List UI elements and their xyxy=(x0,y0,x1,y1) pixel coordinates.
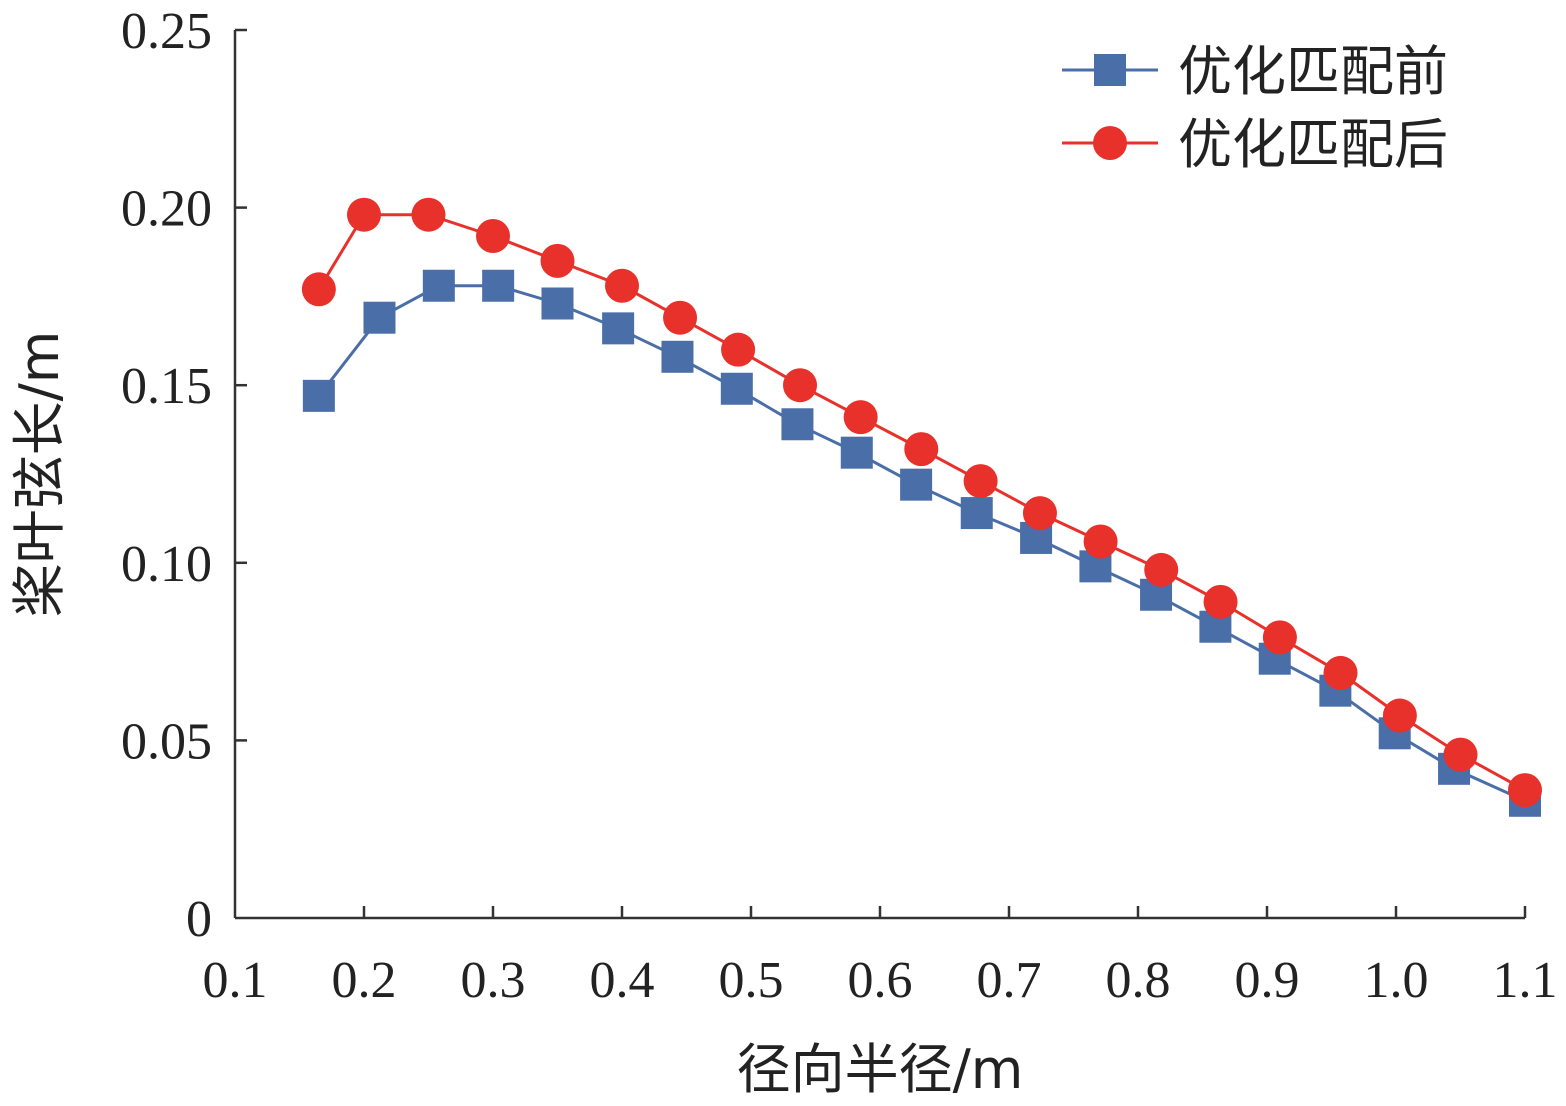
data-point xyxy=(720,372,753,405)
data-point xyxy=(661,340,694,373)
y-axis-ticks: 0 0.05 0.10 0.15 0.20 0.25 xyxy=(121,3,247,948)
data-point xyxy=(347,197,381,232)
data-point xyxy=(1323,655,1358,690)
x-axis-title: 径向半径/m xyxy=(737,1038,1024,1101)
data-point xyxy=(1083,524,1118,559)
y-tick-label: 0.05 xyxy=(121,713,212,770)
y-tick-label: 0.25 xyxy=(121,3,212,60)
data-point xyxy=(1022,496,1057,531)
series-line xyxy=(317,284,1526,803)
x-tick-label: 0.5 xyxy=(719,952,784,1009)
data-point xyxy=(1382,698,1417,733)
x-tick-label: 0.6 xyxy=(848,952,913,1009)
data-point xyxy=(840,436,873,469)
legend-marker xyxy=(1093,126,1127,160)
data-point xyxy=(1203,584,1238,619)
data-point xyxy=(1508,773,1542,808)
legend-item: 优化匹配前 xyxy=(1062,40,1448,103)
data-point xyxy=(363,301,396,334)
x-tick-label: 0.4 xyxy=(590,952,655,1009)
x-tick-label: 0.2 xyxy=(332,952,397,1009)
legend-label: 优化匹配前 xyxy=(1178,40,1448,103)
x-tick-label: 1.1 xyxy=(1493,952,1558,1009)
data-point xyxy=(783,368,818,403)
data-point xyxy=(663,300,698,335)
plot-area xyxy=(301,197,1542,817)
data-point xyxy=(843,400,878,435)
series-1 xyxy=(302,269,1541,817)
data-point xyxy=(963,464,998,499)
data-point xyxy=(900,468,933,501)
x-tick-label: 0.1 xyxy=(203,952,268,1009)
data-point xyxy=(1443,737,1478,772)
x-tick-label: 0.8 xyxy=(1106,952,1171,1009)
y-tick-label: 0.20 xyxy=(121,181,212,238)
data-point xyxy=(411,197,446,232)
data-point xyxy=(605,268,639,303)
y-tick-label: 0.10 xyxy=(121,536,212,593)
data-point xyxy=(301,272,336,307)
data-point xyxy=(476,219,510,254)
data-point xyxy=(302,379,335,412)
legend-item: 优化匹配后 xyxy=(1062,113,1448,176)
data-point xyxy=(960,497,993,530)
x-tick-label: 1.0 xyxy=(1364,952,1429,1009)
legend-marker xyxy=(1094,54,1126,86)
x-tick-label: 0.3 xyxy=(461,952,526,1009)
data-point xyxy=(422,269,455,302)
x-tick-label: 0.9 xyxy=(1235,952,1300,1009)
legend-label: 优化匹配后 xyxy=(1178,113,1448,176)
y-tick-label: 0.15 xyxy=(121,358,212,415)
data-point xyxy=(602,312,635,345)
data-point xyxy=(781,408,814,441)
data-point xyxy=(1262,620,1297,655)
data-point xyxy=(540,243,575,278)
x-tick-label: 0.7 xyxy=(977,952,1042,1009)
data-point xyxy=(482,269,515,302)
series-2 xyxy=(301,197,1542,808)
data-point xyxy=(541,287,574,320)
y-tick-label: 0 xyxy=(186,891,212,948)
data-point xyxy=(1144,552,1179,587)
data-point xyxy=(721,332,756,367)
y-axis-title: 桨叶弦长/m xyxy=(8,331,71,618)
data-point xyxy=(904,432,939,467)
x-axis-ticks: 0.1 0.2 0.3 0.4 0.5 0.6 0.7 0.8 0.9 1.0 1.1 xyxy=(203,906,1558,1009)
